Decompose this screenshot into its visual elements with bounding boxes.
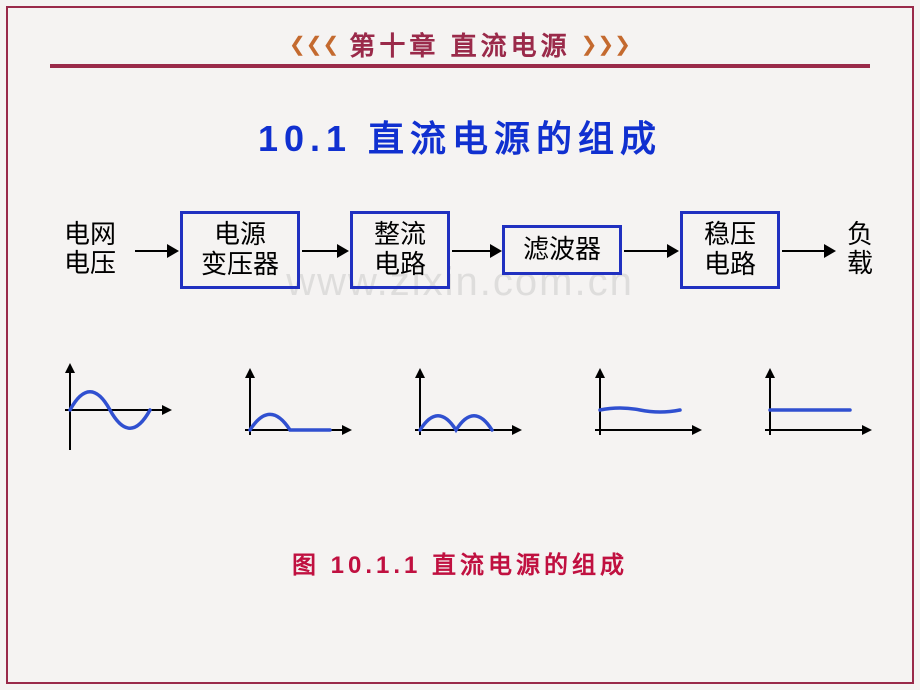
arrow-3 xyxy=(624,250,677,252)
output-label: 负载 xyxy=(840,220,880,277)
arrow-2 xyxy=(452,250,500,252)
chapter-title: 第十章 直流电源 xyxy=(349,26,570,63)
waveform-double_hump xyxy=(400,360,530,460)
wing-icon: ❯❯❯ xyxy=(581,32,631,57)
header-underline xyxy=(50,64,870,68)
slide-border xyxy=(6,6,914,684)
waveform-half_sine xyxy=(230,360,360,460)
waveform-flat xyxy=(750,360,880,460)
figure-caption: 图 10.1.1 直流电源的组成 xyxy=(0,545,920,580)
chapter-header: ❯❯❯ 第十章 直流电源 ❯❯❯ xyxy=(240,24,680,64)
arrow-0 xyxy=(135,250,177,252)
section-title: 10.1 直流电源的组成 xyxy=(0,110,920,162)
input-label: 电网电压 xyxy=(50,220,130,277)
waveform-row xyxy=(50,360,880,510)
waveform-ripple xyxy=(580,360,710,460)
block-3: 稳压电路 xyxy=(680,211,780,289)
wing-icon: ❯❯❯ xyxy=(289,32,339,57)
arrow-1 xyxy=(302,250,347,252)
block-diagram: 电网电压 负载 电源变压器整流电路 滤波器 稳压电路 xyxy=(50,210,880,300)
block-1: 整流电路 xyxy=(350,211,450,289)
block-2: 滤波器 xyxy=(502,225,622,275)
waveform-full_sine xyxy=(50,360,180,460)
arrow-4 xyxy=(782,250,834,252)
block-0: 电源变压器 xyxy=(180,211,300,289)
